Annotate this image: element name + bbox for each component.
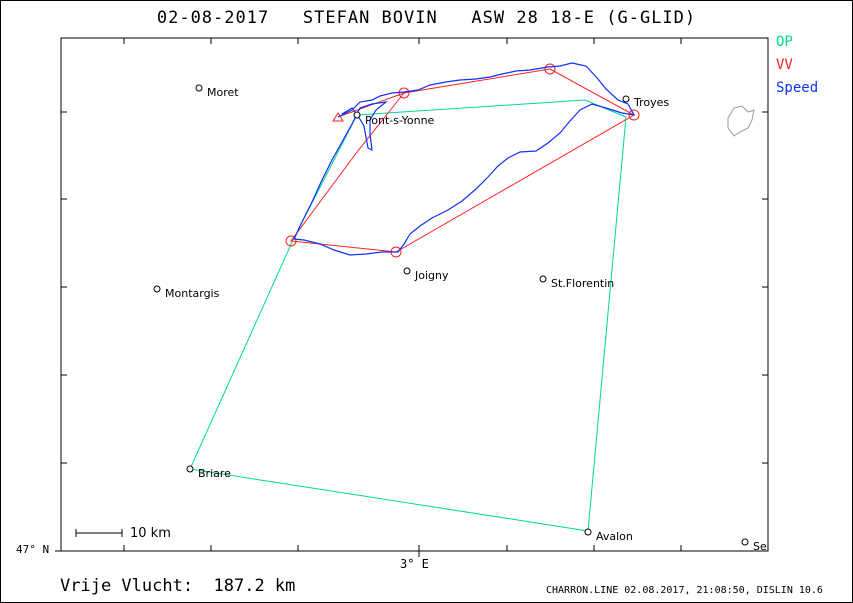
town-circle-icon [403, 267, 411, 275]
town-label: Se [753, 540, 767, 553]
town-circle-icon [153, 285, 161, 293]
lake-outline [727, 105, 755, 137]
town-circle-icon [186, 465, 194, 473]
longitude-label: 3° E [400, 557, 429, 571]
town-label: St.Florentin [551, 277, 615, 290]
page-title: 02-08-2017 STEFAN BOVIN ASW 28 18-E (G-G… [156, 8, 697, 28]
town-circle-icon [741, 538, 749, 546]
town-label: Avalon [596, 530, 633, 543]
town-label: Joigny [415, 269, 449, 282]
town-label: Montargis [165, 287, 220, 300]
legend-speed: Speed [776, 80, 819, 96]
town-label: Briare [198, 467, 231, 480]
town-label: Pont-s-Yonne [365, 114, 435, 127]
town-label: Troyes [634, 96, 670, 109]
vv-route [290, 68, 636, 253]
scale-bar [75, 529, 123, 537]
latitude-label: 47° N [16, 543, 50, 556]
town-circle-icon [353, 111, 361, 119]
render-meta: CHARRON.LINE 02.08.2017, 21:08:50, DISLI… [546, 585, 823, 596]
legend-vv: VV [776, 57, 793, 73]
flight-distance: Vrije Vlucht: 187.2 km [60, 576, 296, 596]
town-markers [153, 84, 749, 546]
axis-ticks [55, 38, 768, 557]
vv-turnpoints [285, 63, 640, 258]
op-route [189, 99, 627, 532]
town-circle-icon [195, 84, 203, 92]
town-label: Moret [207, 86, 239, 99]
town-circle-icon [539, 275, 547, 283]
town-circle-icon [584, 528, 592, 536]
scale-label: 10 km [130, 526, 171, 541]
map-box [60, 37, 769, 552]
flight-track [293, 62, 636, 256]
town-circle-icon [622, 95, 630, 103]
legend-op: OP [776, 34, 793, 50]
